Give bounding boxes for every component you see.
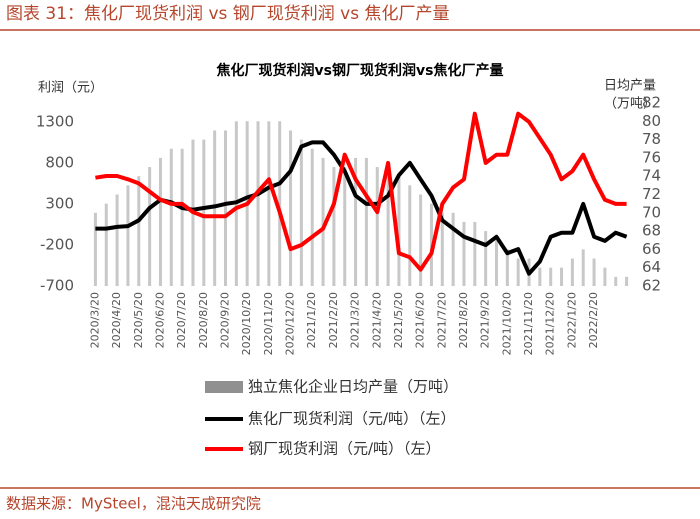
- bar: [570, 258, 574, 286]
- bar: [278, 121, 282, 286]
- x-tick-label: 2021/8/20: [457, 292, 470, 348]
- bar: [408, 185, 412, 286]
- x-tick-label: 2021/9/20: [479, 292, 492, 348]
- y2-tick-label: 74: [642, 167, 661, 185]
- bar: [104, 203, 108, 286]
- bar: [625, 276, 629, 286]
- bar: [332, 167, 336, 286]
- y2-axis-label: 日均产量: [604, 79, 656, 94]
- x-tick-label: 2021/12/20: [544, 292, 557, 355]
- bar: [148, 167, 152, 286]
- bar: [614, 276, 618, 286]
- y-tick-label: -200: [40, 235, 74, 253]
- y2-tick-label: 76: [642, 148, 661, 166]
- bar: [289, 130, 293, 286]
- bar: [310, 148, 314, 286]
- bar: [419, 194, 423, 286]
- y2-tick-label: 82: [642, 94, 661, 112]
- line: [95, 140, 628, 276]
- bar: [364, 157, 368, 286]
- legend-swatch: [205, 381, 243, 393]
- bar: [202, 139, 206, 286]
- x-tick-label: 2021/1/20: [305, 292, 318, 348]
- x-tick-label: 2021/2/20: [327, 292, 340, 348]
- bar: [440, 212, 444, 286]
- x-tick-label: 2020/6/20: [153, 292, 166, 348]
- bar: [267, 121, 271, 286]
- x-tick-label: 2020/10/20: [240, 292, 253, 355]
- bar: [354, 157, 358, 286]
- x-tick-label: 2020/11/20: [262, 292, 275, 355]
- bar: [321, 157, 325, 286]
- bar: [603, 267, 607, 286]
- y2-tick-label: 68: [642, 222, 661, 240]
- x-tick-label: 2021/7/20: [435, 292, 448, 348]
- x-tick-label: 2021/10/20: [500, 292, 513, 355]
- y2-tick-label: 64: [642, 258, 661, 276]
- x-tick-label: 2020/5/20: [132, 292, 145, 348]
- y-tick-label: 300: [45, 194, 74, 212]
- bar: [484, 231, 488, 286]
- y2-tick-label: 80: [642, 112, 661, 130]
- header: 图表 31：焦化厂现货利润 vs 钢厂现货利润 vs 焦化厂产量: [6, 4, 450, 24]
- y2-axis-label: （万吨）: [604, 97, 656, 112]
- x-tick-label: 2020/12/20: [284, 292, 297, 355]
- x-tick-label: 2021/4/20: [370, 292, 383, 348]
- bar: [516, 258, 520, 286]
- bar: [158, 157, 162, 286]
- chart-title: 焦化厂现货利润vs钢厂现货利润vs焦化厂产量: [216, 62, 504, 79]
- y-axis-label: 利润（元）: [38, 81, 103, 96]
- bar: [462, 221, 466, 286]
- legend-label: 钢厂现货利润（元/吨）（左）: [248, 440, 441, 458]
- y-tick-label: 800: [45, 153, 74, 171]
- bar: [137, 176, 141, 286]
- x-tick-label: 2022/2/20: [587, 292, 600, 348]
- bar: [224, 130, 227, 286]
- y-tick-label: 1300: [36, 112, 74, 130]
- x-tick-label: 2020/7/20: [175, 292, 188, 348]
- bar: [180, 148, 184, 286]
- y2-tick-label: 66: [642, 240, 661, 258]
- x-tick-label: 2021/3/20: [349, 292, 362, 348]
- bar: [505, 249, 509, 286]
- bar: [538, 267, 542, 286]
- x-tick-label: 2022/1/20: [565, 292, 578, 348]
- x-tick-label: 2020/4/20: [110, 292, 123, 348]
- bar: [581, 249, 585, 286]
- x-tick-label: 2020/8/20: [197, 292, 210, 348]
- bar: [126, 185, 130, 286]
- bar: [375, 167, 379, 286]
- bar: [115, 194, 119, 286]
- bar: [592, 258, 596, 286]
- bar: [397, 176, 401, 286]
- source: 数据来源：MySteel，混沌天成研究院: [6, 495, 261, 513]
- y2-tick-label: 72: [642, 185, 661, 203]
- line: [95, 111, 627, 272]
- bar: [549, 267, 553, 286]
- bar: [169, 148, 173, 286]
- bar: [386, 176, 390, 286]
- bar: [343, 167, 347, 286]
- y2-tick-label: 70: [642, 203, 661, 221]
- bar: [256, 121, 260, 286]
- x-tick-label: 2021/5/20: [392, 292, 405, 348]
- y2-tick-label: 62: [642, 277, 661, 295]
- bar: [299, 139, 303, 286]
- bar: [560, 267, 564, 286]
- y2-tick-label: 78: [642, 130, 661, 148]
- x-tick-label: 2020/3/20: [88, 292, 101, 348]
- legend-label: 焦化厂现货利润（元/吨）（左）: [248, 410, 456, 428]
- y-tick-label: -700: [40, 277, 74, 295]
- bar: [93, 212, 97, 286]
- bar: [473, 221, 477, 286]
- x-tick-label: 2021/11/20: [522, 292, 535, 355]
- bar: [495, 240, 498, 286]
- legend-label: 独立焦化企业日均产量（万吨）: [248, 378, 458, 396]
- x-tick-label: 2020/9/20: [219, 292, 232, 348]
- x-tick-label: 2021/6/20: [414, 292, 427, 348]
- bar: [451, 212, 455, 286]
